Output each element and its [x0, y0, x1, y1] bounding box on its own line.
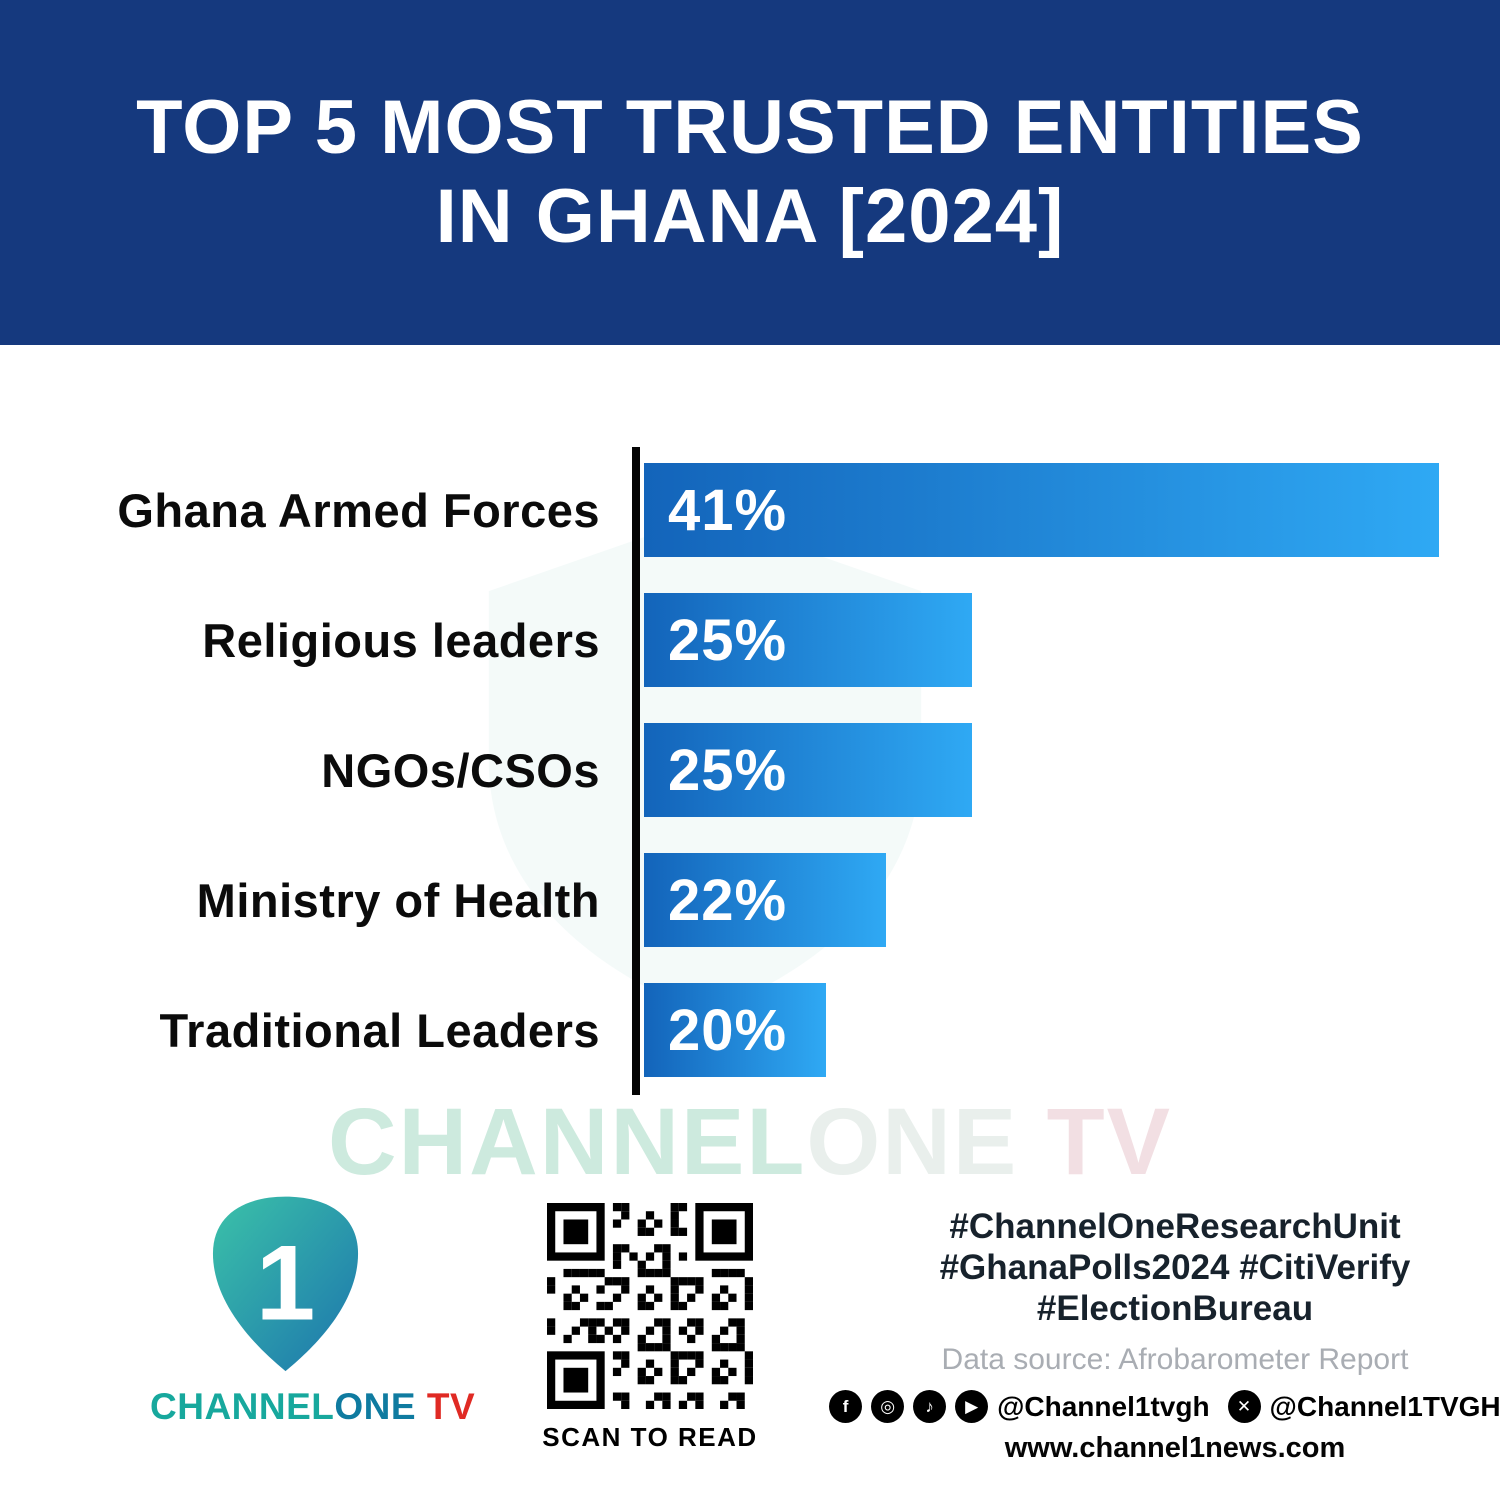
- bar: 22%: [644, 853, 886, 947]
- footer-right-column: #ChannelOneResearchUnit #GhanaPolls2024 #…: [829, 1206, 1500, 1465]
- website-url: www.channel1news.com: [1004, 1432, 1346, 1464]
- bar: 41%: [644, 463, 1439, 557]
- channel-one-logo: 1 CHANNELONE TV: [150, 1188, 475, 1428]
- bar: 25%: [644, 723, 972, 817]
- bar-value: 25%: [668, 737, 788, 803]
- bar-value: 20%: [668, 997, 788, 1063]
- instagram-icon: ◎: [871, 1390, 905, 1423]
- bar: 25%: [644, 593, 972, 687]
- facebook-icon: f: [829, 1390, 863, 1423]
- logo-numeral: 1: [255, 1222, 315, 1342]
- data-source-text: Data source: Afrobarometer Report: [941, 1343, 1409, 1376]
- watermark-part-channel: CHANNEL: [327, 1089, 807, 1195]
- bar-value: 25%: [668, 607, 788, 673]
- logo-text-channel: CHANNEL: [150, 1386, 335, 1427]
- qr-caption: SCAN TO READ: [542, 1422, 758, 1452]
- logo-wordmark: CHANNELONE TV: [150, 1386, 475, 1428]
- chart-axis-line: [632, 447, 640, 1095]
- hashtag-line: #ElectionBureau: [1036, 1289, 1314, 1328]
- title-line-1: TOP 5 MOST TRUSTED ENTITIES: [136, 85, 1364, 171]
- x-icon: ✕: [1227, 1390, 1261, 1423]
- bar-label: Religious leaders: [202, 613, 600, 667]
- social-row: f ◎ ♪ ▶ @Channel1tvgh ✕ @Channel1TVGHA: [829, 1390, 1500, 1423]
- bar-value: 41%: [668, 477, 788, 543]
- hashtags: #ChannelOneResearchUnit #GhanaPolls2024 #…: [880, 1206, 1470, 1329]
- bar-row: Religious leaders 25%: [0, 593, 1500, 687]
- bar-row: Traditional Leaders 20%: [0, 983, 1500, 1077]
- bar-value: 22%: [668, 867, 788, 933]
- bar-row: Ghana Armed Forces 41%: [0, 463, 1500, 557]
- bar-row: NGOs/CSOs 25%: [0, 723, 1500, 817]
- title-line-2: IN GHANA [2024]: [435, 173, 1065, 259]
- tiktok-icon: ♪: [913, 1390, 947, 1423]
- watermark-part-tv: TV: [1018, 1089, 1173, 1195]
- bar-row: Ministry of Health 22%: [0, 853, 1500, 947]
- social-handle-2: @Channel1TVGHA: [1269, 1390, 1500, 1422]
- hashtag-line: #ChannelOneResearchUnit: [949, 1207, 1401, 1246]
- bar-label: NGOs/CSOs: [321, 743, 600, 797]
- youtube-icon: ▶: [955, 1390, 989, 1423]
- channel-one-watermark: CHANNELONE TV: [0, 1088, 1500, 1197]
- qr-code: [547, 1203, 753, 1409]
- header-banner: TOP 5 MOST TRUSTED ENTITIES IN GHANA [20…: [0, 0, 1500, 345]
- bar: 20%: [644, 983, 826, 1077]
- logo-text-tv: TV: [416, 1386, 476, 1427]
- watermark-part-one: ONE: [806, 1089, 1019, 1195]
- social-handle-1: @Channel1tvgh: [997, 1390, 1210, 1422]
- bar-label: Ministry of Health: [196, 873, 600, 927]
- hashtag-line: #GhanaPolls2024 #CitiVerify: [939, 1248, 1411, 1287]
- logo-text-one: ONE: [334, 1386, 417, 1427]
- bar-label: Ghana Armed Forces: [117, 483, 600, 537]
- channel-one-logo-icon: 1: [212, 1196, 358, 1372]
- bar-label: Traditional Leaders: [159, 1003, 600, 1057]
